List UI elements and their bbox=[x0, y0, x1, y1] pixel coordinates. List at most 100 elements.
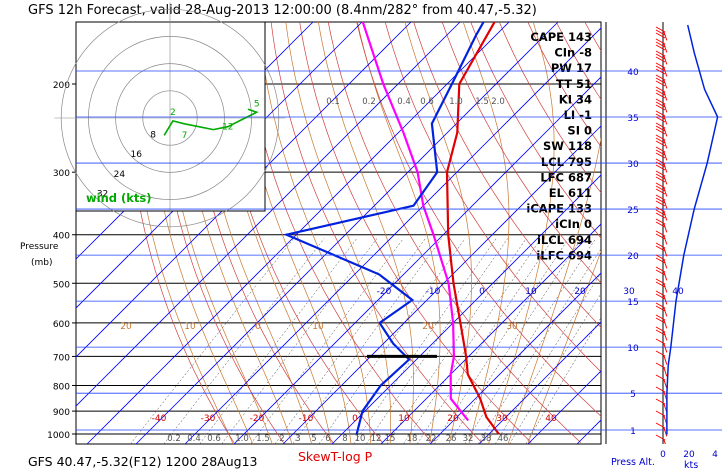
isotherm-label: -20 bbox=[377, 287, 392, 297]
wind-barb-flag bbox=[655, 50, 666, 57]
pressure-tick-label: 1000 bbox=[47, 431, 70, 441]
wind-barb-flag bbox=[655, 197, 666, 204]
mixing-ratio-line bbox=[221, 238, 378, 444]
stability-index: LCL 795 bbox=[541, 155, 592, 169]
mixing-ratio-line bbox=[250, 238, 404, 444]
wind-barb-flag bbox=[655, 269, 666, 276]
dry-adiabat bbox=[327, 22, 582, 443]
wind-barb-flag bbox=[655, 212, 666, 219]
wind-barb-flag bbox=[655, 62, 666, 69]
mixing-ratio-label: 1.5 bbox=[475, 97, 489, 107]
dry-adiabat bbox=[642, 22, 722, 443]
wind-barb-flag bbox=[655, 290, 666, 297]
pressure-tick-label: 400 bbox=[53, 232, 70, 242]
wind-barb-flag bbox=[655, 302, 666, 309]
wind-barb-flag bbox=[655, 170, 666, 177]
wind-speed-ticks: 0 20 4 bbox=[660, 450, 718, 460]
wind-barb-flag bbox=[655, 86, 666, 93]
hodograph-point-label: 2 bbox=[170, 108, 176, 118]
mixing-ratio-label-bottom: 6 bbox=[325, 434, 330, 444]
wind-barb-flag bbox=[655, 278, 666, 285]
wind-speed-profile bbox=[666, 24, 719, 435]
isotherm-label-lower: 0 bbox=[352, 414, 358, 424]
wind-barb-flag bbox=[655, 350, 666, 357]
isotherm-label-lower: -10 bbox=[299, 414, 314, 424]
stability-index: KI 34 bbox=[559, 92, 592, 106]
wind-barb-staff bbox=[663, 439, 666, 444]
isotherm bbox=[76, 22, 363, 309]
wind-barb-staff bbox=[663, 259, 668, 269]
hodograph-rings: 8 16 24 32 bbox=[54, 2, 286, 234]
hodograph-inset: 8 16 24 32 2 5 7 12 wind (kts) bbox=[54, 2, 286, 234]
mixing-ratio-label: 0.1 bbox=[326, 97, 340, 107]
wind-barb-flag bbox=[655, 257, 666, 264]
hodograph-trace: 2 5 7 12 bbox=[163, 99, 260, 141]
mixing-ratio-line bbox=[434, 238, 569, 444]
mixing-ratio-line bbox=[163, 238, 325, 444]
wind-barb-flag bbox=[655, 56, 666, 63]
isotherm bbox=[135, 22, 559, 444]
wind-barb-flag bbox=[655, 254, 666, 261]
wind-barb-staff bbox=[663, 379, 668, 389]
dry-adiabat-label: 20 bbox=[120, 322, 132, 332]
wind-barb-staff bbox=[663, 55, 668, 65]
wind-barb-flag bbox=[655, 398, 666, 405]
pressure-tick-label: 900 bbox=[53, 408, 70, 418]
wind-barb-flag bbox=[655, 434, 666, 441]
wind-barb-flag bbox=[655, 200, 666, 207]
mixing-ratio-label-bottom: 1.0 bbox=[235, 434, 249, 444]
dry-adiabat-label: 10 bbox=[312, 322, 324, 332]
altitude-tick-label: 1 bbox=[630, 427, 636, 437]
wind-barb-flag bbox=[655, 149, 666, 156]
wind-barb-flag bbox=[655, 182, 666, 189]
wind-barb-staff bbox=[663, 67, 668, 77]
isotherm-label-lower: 10 bbox=[398, 414, 410, 424]
moist-adiabat bbox=[488, 22, 555, 444]
isotherm bbox=[527, 370, 601, 444]
hodograph-frame bbox=[75, 21, 266, 212]
wind-barb-flag bbox=[655, 128, 666, 135]
wind-barb-staff bbox=[663, 331, 668, 341]
wind-barb-flag bbox=[655, 74, 666, 81]
mixing-ratio-line bbox=[130, 238, 294, 444]
kts-label: kts bbox=[684, 460, 698, 471]
wind-barb-staff bbox=[663, 139, 668, 149]
wind-barb-flag bbox=[655, 410, 666, 417]
isotherm bbox=[76, 22, 412, 358]
mixing-ratio-line bbox=[448, 238, 582, 444]
isotherm-label-lower: -40 bbox=[152, 414, 167, 424]
wind-barb-flag bbox=[655, 161, 666, 168]
dry-adiabat bbox=[498, 22, 601, 194]
isotherm-label: 20 bbox=[574, 287, 586, 297]
wind-barb-flag bbox=[655, 80, 666, 87]
hodograph-label: wind (kts) bbox=[86, 191, 152, 205]
mixing-ratio-label-bottom: 18 bbox=[407, 434, 418, 444]
moist-adiabat bbox=[357, 22, 441, 444]
pressure-tick-label: 500 bbox=[53, 280, 70, 290]
mixing-ratio-label-bottom: 26 bbox=[446, 434, 457, 444]
isotherm-label-lower: 40 bbox=[545, 414, 557, 424]
mixing-ratio-line bbox=[477, 248, 601, 444]
stability-index: iCAPE 133 bbox=[526, 202, 592, 216]
altitude-tick-label: 10 bbox=[627, 344, 639, 354]
parcel-path bbox=[361, 22, 470, 422]
hodograph-point-label: 12 bbox=[222, 123, 233, 133]
dry-adiabat bbox=[413, 22, 601, 328]
mixing-ratio-label: 0.2 bbox=[362, 97, 376, 107]
mixing-ratio-label-bottom: 3 bbox=[295, 434, 300, 444]
isotherm bbox=[282, 125, 601, 444]
dry-adiabat bbox=[441, 22, 601, 284]
wind-barb-flag bbox=[655, 53, 666, 60]
wind-barb-flag bbox=[655, 134, 666, 141]
altitude-tick-label: 5 bbox=[630, 390, 636, 400]
mixing-ratio-label-bottom: 12 bbox=[371, 434, 382, 444]
mixing-ratio-line bbox=[274, 238, 426, 444]
wind-barb-flag bbox=[655, 305, 666, 312]
pressure-labels: 200 300 400 500 600 700 800 900 1000 bbox=[47, 81, 70, 441]
stability-index: CAPE 143 bbox=[530, 30, 592, 44]
isotherm-label: 0 bbox=[479, 287, 485, 297]
wind-barb-staff bbox=[663, 175, 668, 185]
